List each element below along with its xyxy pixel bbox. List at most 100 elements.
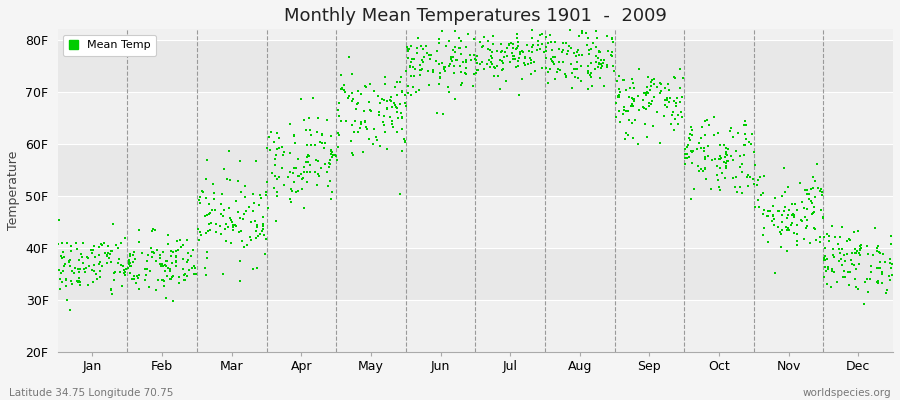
Point [87, 268, 102, 274]
Point [127, 273, 141, 280]
Point [150, 247, 165, 253]
Point [506, 53, 520, 59]
Point [166, 298, 180, 304]
Point [144, 244, 158, 251]
Point [486, 41, 500, 48]
Point [817, 257, 832, 264]
Point [284, 188, 299, 194]
Point [100, 260, 114, 267]
Point [324, 149, 338, 155]
Point [93, 268, 107, 274]
Point [678, 151, 692, 158]
Point [101, 250, 115, 256]
Point [171, 279, 185, 286]
Point [771, 208, 786, 214]
Point [122, 259, 136, 265]
Point [766, 213, 780, 219]
Point [170, 238, 184, 244]
Point [180, 250, 194, 257]
Point [674, 94, 688, 100]
Point [73, 265, 87, 272]
Point [870, 248, 885, 254]
Point [247, 208, 261, 214]
Point [340, 94, 355, 101]
Point [289, 165, 303, 171]
Point [158, 278, 172, 284]
Point [63, 257, 77, 263]
Point [263, 146, 277, 153]
Point [334, 86, 348, 92]
Point [621, 116, 635, 123]
Point [466, 36, 481, 42]
Point [291, 188, 305, 194]
Point [94, 263, 109, 270]
Point [160, 258, 175, 264]
Point [164, 252, 178, 259]
Point [787, 214, 801, 220]
Point [200, 255, 214, 261]
Point [236, 216, 250, 222]
Point [74, 250, 88, 257]
Point [625, 95, 639, 102]
Point [80, 254, 94, 260]
Point [411, 35, 426, 42]
Point [55, 255, 69, 261]
Point [231, 178, 246, 184]
Point [176, 272, 191, 278]
Point [495, 48, 509, 54]
Point [410, 50, 425, 57]
Point [558, 71, 572, 78]
Point [670, 112, 685, 119]
Point [113, 240, 128, 246]
Point [510, 58, 525, 64]
Point [398, 92, 412, 98]
Point [541, 40, 555, 46]
Point [400, 43, 414, 50]
Point [272, 134, 286, 141]
Point [870, 264, 885, 271]
Point [612, 108, 626, 115]
Point [92, 244, 106, 250]
Point [86, 279, 101, 286]
Point [594, 62, 608, 69]
Point [94, 242, 109, 248]
Point [256, 213, 270, 220]
Point [394, 88, 409, 95]
Point [525, 35, 539, 42]
Point [116, 267, 130, 274]
Point [811, 185, 825, 191]
Point [284, 186, 298, 192]
Point [754, 192, 769, 198]
Point [240, 242, 255, 248]
Point [506, 56, 520, 62]
Point [548, 38, 562, 45]
Point [752, 204, 767, 210]
Point [836, 252, 850, 258]
Point [625, 120, 639, 126]
Point [119, 266, 133, 272]
Point [85, 267, 99, 273]
Point [586, 40, 600, 46]
Point [848, 250, 862, 256]
Legend: Mean Temp: Mean Temp [63, 35, 156, 56]
Point [401, 54, 416, 61]
Point [863, 275, 878, 282]
Point [104, 286, 118, 292]
Point [719, 149, 733, 156]
Point [366, 126, 381, 132]
Point [739, 122, 753, 128]
Point [404, 73, 419, 79]
Point [349, 101, 364, 107]
Point [287, 165, 302, 171]
Point [399, 103, 413, 110]
Point [323, 147, 338, 153]
Point [616, 111, 630, 117]
Point [140, 257, 155, 264]
Point [475, 43, 490, 49]
Point [591, 60, 606, 66]
Point [789, 238, 804, 244]
Point [423, 55, 437, 62]
Point [593, 60, 608, 67]
Point [389, 104, 403, 110]
Point [641, 89, 655, 96]
